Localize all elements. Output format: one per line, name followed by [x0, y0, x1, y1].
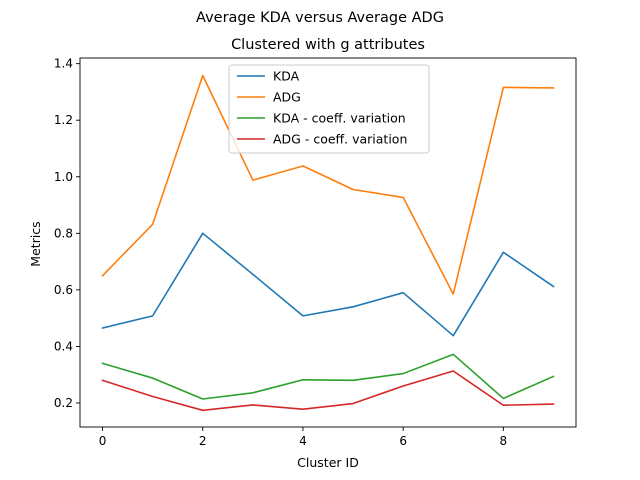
x-tick-label: 4 — [299, 434, 307, 448]
y-axis-label: Metrics — [28, 221, 43, 266]
y-tick-label: 0.8 — [54, 226, 73, 240]
series-line-1 — [101, 232, 555, 337]
chart-subtitle: Clustered with g attributes — [231, 37, 425, 53]
x-axis-label: Cluster ID — [297, 455, 359, 470]
legend: KDA ADG KDA - coeff. variation ADG - coeff.… — [228, 64, 430, 154]
legend-label-3: KDA - coeff. variation — [273, 111, 406, 126]
y-tick-label: 1.2 — [54, 113, 73, 127]
y-tick-label: 1.0 — [54, 170, 73, 184]
y-tick-label: 1.4 — [54, 57, 73, 71]
axes-frame — [79, 57, 577, 428]
x-tick-label: 2 — [199, 434, 207, 448]
x-tick-label: 8 — [500, 434, 508, 448]
series-line-3 — [101, 353, 555, 400]
y-tick-label: 0.6 — [54, 283, 73, 297]
y-tick-label: 0.2 — [54, 396, 73, 410]
x-tick-label: 6 — [399, 434, 407, 448]
legend-label-1: KDA — [273, 69, 300, 84]
legend-label-2: ADG — [273, 90, 301, 105]
plot-area: 0 2 4 6 8 0.2 0.4 0.6 0.8 1.0 1.2 1.4 — [54, 57, 577, 448]
series-line-2 — [101, 74, 555, 295]
series-line-4 — [101, 370, 555, 412]
legend-box — [228, 64, 430, 154]
chart-title: Average KDA versus Average ADG — [196, 10, 444, 26]
legend-label-4: ADG - coeff. variation — [273, 132, 407, 147]
x-tick-label: 0 — [99, 434, 107, 448]
y-tick-label: 0.4 — [54, 339, 73, 353]
